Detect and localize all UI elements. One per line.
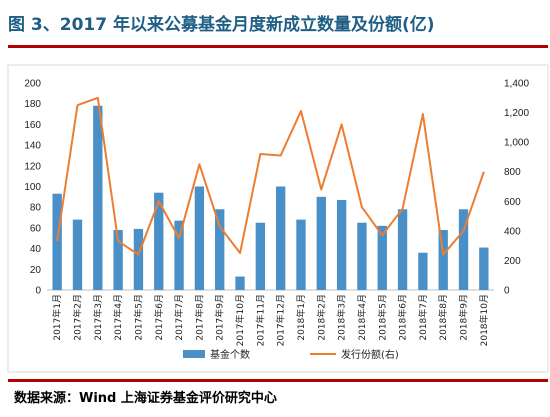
plot-frame — [7, 64, 549, 373]
y-right-tick-label: 200 — [504, 256, 521, 267]
y-left-tick-label: 200 — [24, 79, 41, 90]
y-right-tick-label: 0 — [504, 286, 510, 297]
x-tick-label: 2017年7月 — [173, 294, 185, 341]
line-issuance-share — [56, 96, 485, 256]
bar-fund-count — [93, 105, 103, 291]
x-tick-label: 2018年3月 — [336, 294, 348, 341]
y-left-tick-label: 120 — [24, 161, 41, 172]
source-note: 数据来源：Wind 上海证券基金评价研究中心 — [14, 391, 277, 406]
y-right-tick-label: 600 — [504, 197, 521, 208]
x-tick-label: 2017年11月 — [254, 294, 266, 346]
bar-fund-count — [377, 225, 387, 290]
bar-fund-count — [255, 222, 266, 290]
x-tick-label: 2018年10月 — [478, 294, 490, 346]
bar-fund-count — [133, 228, 144, 290]
x-tick-label: 2017年1月 — [51, 294, 63, 341]
bar-fund-count — [336, 199, 347, 290]
x-tick-label: 2018年9月 — [458, 294, 470, 341]
bar-fund-count — [154, 192, 164, 290]
y-right-tick-label: 400 — [504, 226, 521, 237]
y-left-tick-label: 60 — [30, 223, 42, 234]
x-tick-label: 2017年9月 — [214, 294, 226, 341]
bar-fund-count — [438, 229, 448, 290]
y-left-tick-label: 40 — [30, 244, 42, 255]
x-tick-label: 2017年6月 — [153, 294, 165, 341]
bar-fund-count — [194, 186, 205, 290]
legend-bar-swatch — [183, 350, 205, 358]
bar-fund-count — [113, 229, 123, 290]
bar-fund-count — [357, 222, 367, 290]
x-tick-label: 2017年3月 — [92, 294, 104, 341]
bar-fund-count — [215, 209, 225, 290]
bar-fund-count — [397, 209, 408, 290]
x-tick-label: 2018年6月 — [397, 294, 409, 341]
x-tick-label: 2017年5月 — [132, 294, 144, 341]
y-right-tick-label: 1,400 — [504, 79, 529, 90]
y-left-tick-label: 100 — [24, 182, 41, 193]
bar-fund-count — [479, 247, 489, 290]
bar-fund-count — [174, 220, 184, 290]
x-tick-label: 2017年4月 — [112, 294, 124, 341]
y-left-tick-label: 140 — [24, 141, 41, 152]
y-left-tick-label: 20 — [30, 265, 42, 276]
x-tick-label: 2017年10月 — [234, 294, 246, 346]
bar-fund-count — [296, 219, 306, 290]
y-left-tick-label: 0 — [35, 286, 41, 297]
title-rule — [8, 45, 548, 48]
x-tick-label: 2018年8月 — [437, 294, 449, 341]
y-right-tick-label: 800 — [504, 167, 521, 178]
x-tick-label: 2018年7月 — [417, 294, 429, 341]
bar-fund-count — [316, 196, 326, 290]
bar-fund-count — [235, 276, 245, 290]
bar-fund-count — [72, 219, 83, 290]
x-tick-label: 2018年1月 — [295, 294, 307, 341]
bar-fund-count — [275, 186, 286, 290]
y-left-tick-label: 180 — [24, 99, 41, 110]
bar-fund-count — [458, 209, 469, 290]
x-tick-label: 2017年12月 — [275, 294, 287, 346]
legend-bar-label: 基金个数 — [210, 348, 250, 361]
x-tick-label: 2017年8月 — [193, 294, 205, 341]
chart-title: 图 3、2017 年以来公募基金月度新成立数量及份额(亿) — [8, 15, 435, 35]
bar-fund-count — [52, 193, 62, 290]
bar-fund-count — [418, 252, 428, 290]
y-right-tick-label: 1,200 — [504, 108, 529, 119]
source-rule — [8, 379, 548, 382]
x-tick-label: 2018年4月 — [356, 294, 368, 341]
y-right-tick-label: 1,000 — [504, 138, 529, 149]
y-left-tick-label: 160 — [24, 120, 41, 131]
x-tick-label: 2018年2月 — [315, 294, 327, 341]
legend-line-label: 发行份额(右) — [341, 348, 399, 361]
x-tick-label: 2018年5月 — [376, 294, 388, 341]
y-left-tick-label: 80 — [30, 203, 42, 214]
x-tick-label: 2017年2月 — [71, 294, 83, 341]
